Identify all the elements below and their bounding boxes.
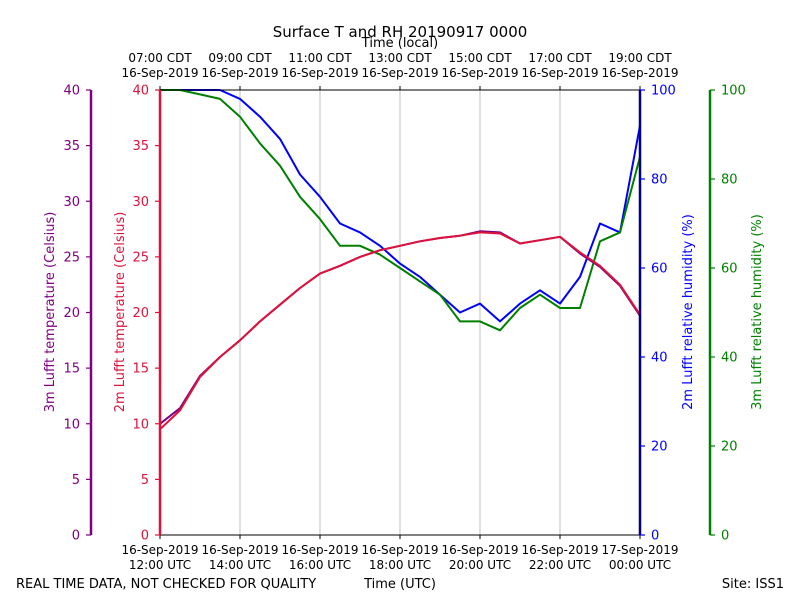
3m-lufft-relative-humidity-line [160,89,641,332]
vertical-gridlines [239,90,561,535]
series-layer [159,89,641,431]
x-tick-utc: 20:00 UTC [449,558,511,572]
temp-3m-tick-label: 30 [63,195,80,210]
x-tick-date: 16-Sep-2019 [281,543,358,557]
rh-3m-tick-label: 60 [721,262,738,277]
x-top-tick-local-time: 09:00 CDT [208,51,272,65]
2m-lufft-relative-humidity-line [160,89,641,323]
temp-3m-tick-label: 25 [63,250,80,265]
x-top-tick-local-time: 19:00 CDT [608,51,672,65]
rh-2m-tick-label: 60 [651,262,668,277]
rh-3m-tick-label: 20 [721,440,738,455]
temp-2m-tick-label: 10 [132,417,149,432]
temp-2m-tick-label: 0 [141,529,149,544]
x-tick-utc: 00:00 UTC [609,558,671,572]
temp-2m-axis-label: 2m Lufft temperature (Celsius) [113,212,128,413]
x-top-tick-local-date: 16-Sep-2019 [361,66,438,80]
temp-2m-tick-label: 15 [132,362,149,377]
chart-title: Surface T and RH 20190917 0000 [273,23,528,41]
temp-3m-tick-label: 35 [63,139,80,154]
temp-3m-tick-label: 15 [63,362,80,377]
x-tick-date: 17-Sep-2019 [601,543,678,557]
x-tick-utc: 18:00 UTC [369,558,431,572]
x-top-tick-local-date: 16-Sep-2019 [441,66,518,80]
x-top-tick-local-time: 13:00 CDT [368,51,432,65]
x-tick-utc: 22:00 UTC [529,558,591,572]
site-label: Site: ISS1 [722,577,784,592]
temp-3m-tick-label: 40 [63,84,80,99]
temp-2m-tick-label: 30 [132,195,149,210]
x-top-tick-local-time: 15:00 CDT [448,51,512,65]
rh-3m-tick-label: 40 [721,351,738,366]
x-top-tick-local-date: 16-Sep-2019 [281,66,358,80]
temp-3m-axis-label: 3m Lufft temperature (Celsius) [43,212,58,413]
x-top-tick-local-time: 17:00 CDT [528,51,592,65]
rh-2m-tick-label: 40 [651,351,668,366]
temp-2m-tick-label: 35 [132,139,149,154]
x-tick-utc: 14:00 UTC [209,558,271,572]
x-tick-date: 16-Sep-2019 [521,543,598,557]
rh-2m-tick-label: 80 [651,173,668,188]
temp-3m-tick-label: 5 [72,473,80,488]
temp-3m-tick-label: 10 [63,417,80,432]
temp-2m-tick-label: 5 [141,473,149,488]
rh-2m-axis-label: 2m Lufft relative humidity (%) [681,214,696,410]
quality-disclaimer: REAL TIME DATA, NOT CHECKED FOR QUALITY [16,577,316,592]
rh-3m-axis-label: 3m Lufft relative humidity (%) [750,214,765,410]
temp-3m-tick-label: 20 [63,306,80,321]
rh-3m-tick-label: 100 [721,84,746,99]
x-tick-date: 16-Sep-2019 [441,543,518,557]
rh-2m-tick-label: 20 [651,440,668,455]
temp-3m-tick-label: 0 [72,529,80,544]
rh-3m-tick-label: 80 [721,173,738,188]
rh-2m-tick-label: 100 [651,84,676,99]
temp-2m-tick-label: 25 [132,250,149,265]
rh-2m-tick-label: 0 [651,529,659,544]
temp-2m-tick-label: 40 [132,84,149,99]
x-top-tick-local-date: 16-Sep-2019 [601,66,678,80]
x-tick-utc: 16:00 UTC [289,558,351,572]
x-tick-date: 16-Sep-2019 [121,543,198,557]
temp-2m-tick-label: 20 [132,306,149,321]
rh-3m-tick-label: 0 [721,529,729,544]
x-tick-utc: 12:00 UTC [129,558,191,572]
top-axis-label: Time (local) [361,36,438,51]
x-top-tick-local-time: 11:00 CDT [288,51,352,65]
x-tick-date: 16-Sep-2019 [361,543,438,557]
x-top-tick-local-time: 07:00 CDT [128,51,192,65]
2m-lufft-temperature-line [159,231,641,431]
x-axis-label: Time (UTC) [363,577,436,592]
x-top-tick-local-date: 16-Sep-2019 [521,66,598,80]
x-tick-date: 16-Sep-2019 [201,543,278,557]
x-top-tick-local-date: 16-Sep-2019 [201,66,278,80]
x-top-tick-local-date: 16-Sep-2019 [121,66,198,80]
